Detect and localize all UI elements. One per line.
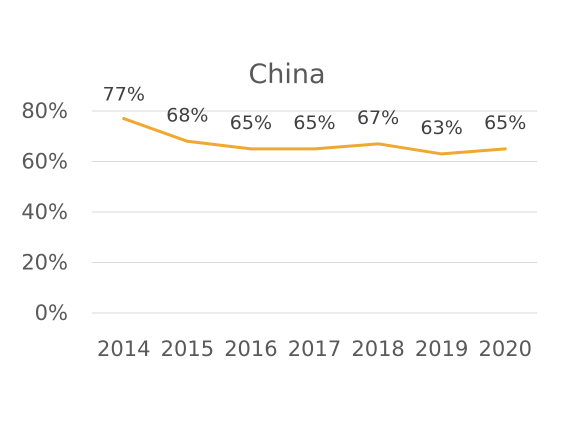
- y-tick-label: 60%: [21, 150, 68, 174]
- data-label: 77%: [103, 84, 145, 106]
- chart-title: China: [248, 59, 325, 90]
- data-label: 68%: [166, 104, 208, 126]
- x-tick-label: 2019: [415, 337, 468, 361]
- x-tick-label: 2017: [288, 337, 341, 361]
- y-tick-label: 20%: [21, 251, 68, 275]
- data-point: [249, 147, 253, 151]
- data-label: 65%: [230, 112, 272, 134]
- x-tick-label: 2016: [224, 337, 277, 361]
- data-label: 67%: [357, 107, 399, 129]
- series: [122, 117, 507, 156]
- data-point: [503, 147, 507, 151]
- data-point: [185, 139, 189, 143]
- x-tick-label: 2014: [97, 337, 150, 361]
- x-tick-label: 2015: [161, 337, 214, 361]
- x-tick-label: 2020: [478, 337, 531, 361]
- x-tick-label: 2018: [351, 337, 404, 361]
- data-point: [122, 117, 126, 121]
- data-label: 63%: [421, 117, 463, 139]
- data-point: [313, 147, 316, 151]
- y-tick-label: 0%: [35, 301, 68, 325]
- data-label: 65%: [484, 112, 526, 134]
- data-label: 65%: [293, 112, 335, 134]
- x-axis: 2014 2015 2016 2017 2018 2019 2020: [97, 337, 532, 361]
- data-point: [440, 152, 444, 156]
- gridlines: [92, 110, 537, 314]
- data-point: [376, 142, 380, 146]
- y-tick-label: 40%: [21, 200, 68, 224]
- y-axis: 0% 20% 40% 60% 80%: [21, 99, 68, 325]
- y-tick-label: 80%: [21, 99, 68, 123]
- data-labels: 77% 68% 65% 65% 67% 63% 65%: [103, 84, 527, 139]
